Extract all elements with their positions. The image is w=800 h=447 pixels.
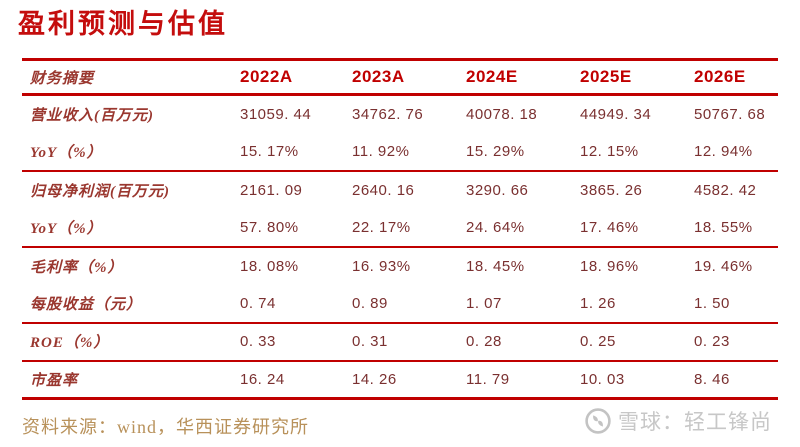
cell-value: 1. 07 [466,294,502,312]
watermark-text: 雪球：轻工锋尚 [618,411,772,434]
xueqiu-watermark: 雪球：轻工锋尚 [584,406,772,436]
cell-value: 2640. 16 [352,181,415,199]
cell-value: 0. 25 [580,333,616,350]
cell-value: 18. 08% [240,257,299,275]
cell-value: 40078. 18 [466,105,538,123]
cell-value: 11. 92% [352,142,410,160]
table-row-net-profit: 归母净利润(百万元) 2161. 09 2640. 16 3290. 66 38… [22,170,778,209]
column-header-2022a: 2022A [240,67,293,86]
row-label: 归母净利润(百万元) [30,183,170,200]
row-label: ROE（%） [30,335,110,351]
cell-value: 15. 29% [466,142,525,160]
cell-value: 11. 79 [466,370,510,388]
cell-value: 12. 94% [694,142,753,160]
cell-value: 3290. 66 [466,181,529,199]
table-row-net-profit-yoy: YoY（%） 57. 80% 22. 17% 24. 64% 17. 46% 1… [22,209,778,247]
table-row-eps: 每股收益（元） 0. 74 0. 89 1. 07 1. 26 1. 50 [22,285,778,323]
cell-value: 3865. 26 [580,181,643,199]
cell-value: 12. 15% [580,142,639,160]
cell-value: 4582. 42 [694,181,757,199]
cell-value: 1. 26 [580,294,616,312]
table-header-row: 财务摘要 2022A 2023A 2024E 2025E 2026E [22,60,778,95]
cell-value: 0. 74 [240,294,276,312]
cell-value: 10. 03 [580,370,625,388]
cell-value: 17. 46% [580,218,639,236]
cell-value: 0. 89 [352,294,388,312]
cell-value: 0. 28 [466,333,502,350]
cell-value: 24. 64% [466,218,525,236]
financial-summary-table: 财务摘要 2022A 2023A 2024E 2025E 2026E 营业收入(… [22,58,778,400]
row-label: 毛利率（%） [30,259,124,276]
column-header-2023a: 2023A [352,67,405,86]
row-label: YoY（%） [30,144,103,161]
row-label: YoY（%） [30,220,103,237]
cell-value: 15. 17% [240,142,299,160]
cell-value: 34762. 76 [352,105,424,123]
row-label: 营业收入(百万元) [30,107,154,124]
table-row-roe: ROE（%） 0. 33 0. 31 0. 28 0. 25 0. 23 [22,322,778,361]
cell-value: 57. 80% [240,218,299,236]
cell-value: 18. 45% [466,257,525,275]
cell-value: 0. 23 [694,333,730,350]
data-source-note: 资料来源：wind，华西证券研究所 [22,417,309,437]
row-label: 市盈率 [30,372,79,389]
cell-value: 50767. 68 [694,105,766,123]
cell-value: 22. 17% [352,218,411,236]
cell-value: 8. 46 [694,370,730,388]
cell-value: 2161. 09 [240,181,303,199]
cell-value: 18. 96% [580,257,639,275]
column-header-2024e: 2024E [466,67,518,86]
cell-value: 0. 31 [352,333,388,350]
cell-value: 16. 93% [352,257,411,275]
xueqiu-snowball-logo [585,408,611,434]
cell-value: 19. 46% [694,257,753,275]
cell-value: 14. 26 [352,370,397,388]
cell-value: 0. 33 [240,333,276,350]
table-row-gross-margin: 毛利率（%） 18. 08% 16. 93% 18. 45% 18. 96% 1… [22,246,778,285]
cell-value: 1. 50 [694,294,730,312]
table-row-revenue-yoy: YoY（%） 15. 17% 11. 92% 15. 29% 12. 15% 1… [22,133,778,171]
column-header-2025e: 2025E [580,67,632,86]
column-header-summary: 财务摘要 [30,70,95,87]
cell-value: 44949. 34 [580,105,652,123]
table-row-pe-ratio: 市盈率 16. 24 14. 26 11. 79 10. 03 8. 46 [22,360,778,399]
cell-value: 31059. 44 [240,105,312,123]
page-title: 盈利预测与估值 [18,9,228,39]
cell-value: 16. 24 [240,370,285,388]
table-row-revenue: 营业收入(百万元) 31059. 44 34762. 76 40078. 18 … [22,95,778,133]
column-header-2026e: 2026E [694,67,746,86]
cell-value: 18. 55% [694,218,753,236]
row-label: 每股收益（元） [30,296,143,313]
